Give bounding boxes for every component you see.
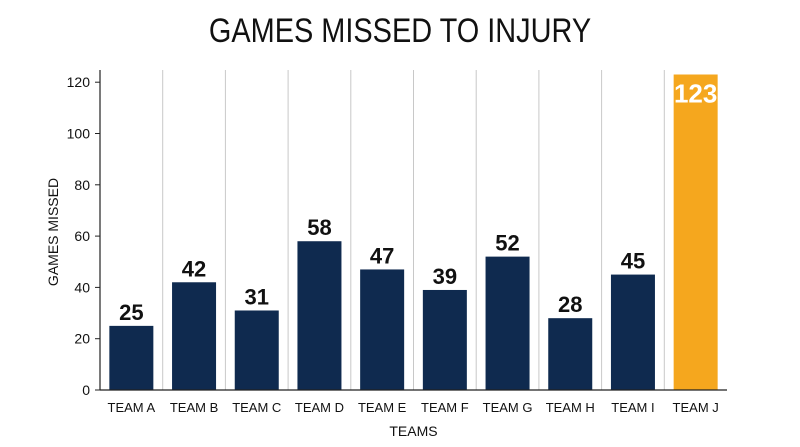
x-tick-label: TEAM E xyxy=(358,400,407,415)
x-tick-label: TEAM F xyxy=(421,400,469,415)
bar xyxy=(109,325,154,390)
category-separators xyxy=(162,70,665,390)
data-label: 39 xyxy=(433,264,457,289)
bar xyxy=(422,289,467,390)
x-axis-label: TEAMS xyxy=(389,423,437,439)
x-tick-label: TEAM J xyxy=(673,400,719,415)
y-tick-label: 100 xyxy=(67,126,91,142)
data-label: 47 xyxy=(370,243,394,268)
y-tick-label: 40 xyxy=(74,279,90,295)
y-axis-label: GAMES MISSED xyxy=(45,178,61,286)
x-axis-ticks: TEAM A TEAM B TEAM C TEAM D TEAM E TEAM F TEAM… xyxy=(108,400,719,415)
y-tick-label: 20 xyxy=(74,331,90,347)
y-tick-label: 0 xyxy=(82,382,90,398)
data-label: 123 xyxy=(674,79,717,109)
bar xyxy=(360,269,405,390)
bar xyxy=(297,241,342,390)
x-tick-label: TEAM G xyxy=(483,400,533,415)
bar xyxy=(485,256,530,390)
y-tick-label: 120 xyxy=(67,74,91,90)
x-tick-label: TEAM A xyxy=(108,400,156,415)
data-label: 42 xyxy=(182,256,206,281)
bar xyxy=(172,282,217,390)
data-label: 52 xyxy=(495,231,519,256)
data-label: 25 xyxy=(119,300,143,325)
bar xyxy=(234,310,279,390)
x-tick-label: TEAM H xyxy=(546,400,595,415)
x-tick-label: TEAM I xyxy=(611,400,654,415)
bars xyxy=(109,74,718,390)
chart-title: GAMES MISSED TO INJURY xyxy=(208,12,592,50)
data-label: 31 xyxy=(245,284,269,309)
y-tick-label: 80 xyxy=(74,177,90,193)
bar xyxy=(548,318,593,390)
data-label: 28 xyxy=(558,292,582,317)
y-axis-ticks: 0 20 40 60 80 100 120 xyxy=(67,74,100,398)
data-label: 45 xyxy=(621,249,645,274)
bar xyxy=(673,74,718,390)
x-tick-label: TEAM B xyxy=(170,400,218,415)
x-tick-label: TEAM C xyxy=(232,400,281,415)
bar xyxy=(610,274,655,390)
x-tick-label: TEAM D xyxy=(295,400,344,415)
data-labels: 25 42 31 58 47 39 52 28 45 123 xyxy=(119,79,717,325)
y-tick-label: 60 xyxy=(74,228,90,244)
data-label: 58 xyxy=(307,215,331,240)
